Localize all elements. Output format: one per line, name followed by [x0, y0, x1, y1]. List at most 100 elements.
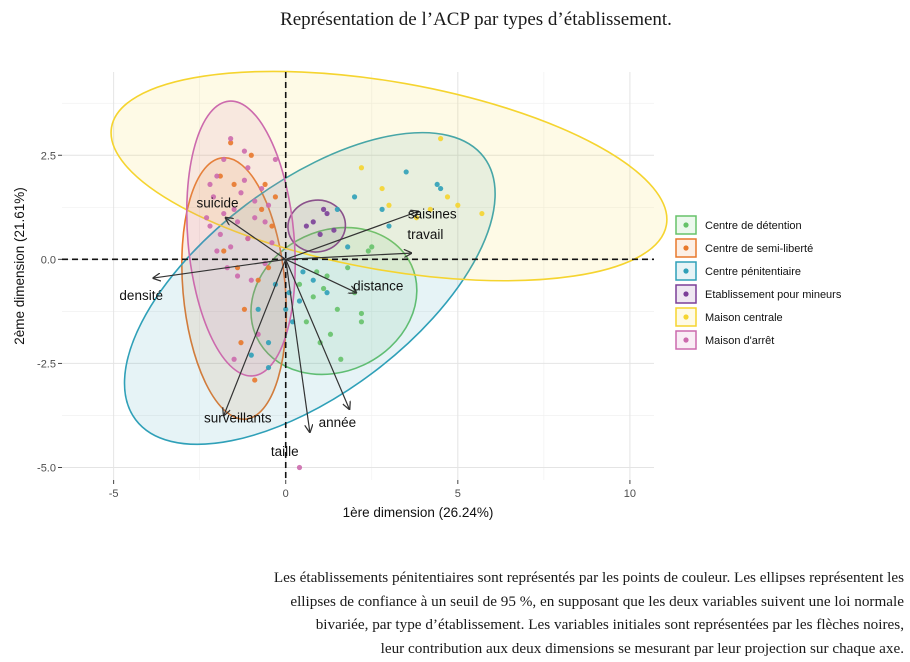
point-series-5: [231, 356, 237, 362]
arrow-label-année: année: [319, 415, 357, 430]
arrow-label-surveillants: surveillants: [204, 410, 272, 425]
point-series-2: [255, 306, 261, 312]
legend-label-1: Centre de semi-liberté: [705, 243, 813, 255]
y-axis-label: 2ème dimension (21.61%): [12, 187, 27, 345]
point-series-5: [265, 202, 272, 208]
arrow-label-distance: distance: [353, 279, 403, 294]
point-series-0: [358, 310, 365, 317]
point-series-5: [231, 206, 237, 212]
point-series-5: [238, 190, 244, 196]
pca-biplot: suicide densité saisines travail distance sur…: [12, 70, 842, 520]
legend-label-2: Centre pénitentiaire: [705, 266, 801, 278]
point-series-2: [310, 277, 316, 283]
point-series-0: [320, 285, 327, 292]
arrow-taille: [285, 259, 310, 432]
ellipse-2: [123, 131, 496, 446]
point-series-2: [296, 298, 303, 304]
variable-arrows: suicide densité saisines travail distance sur…: [119, 196, 456, 459]
point-series-1: [262, 181, 268, 188]
arrow-densité: [153, 258, 286, 278]
point-series-4: [455, 202, 461, 208]
point-series-3: [317, 231, 323, 237]
point-series-0: [365, 248, 371, 254]
point-series-3: [331, 227, 337, 233]
point-series-5: [241, 148, 248, 154]
legend-dot-3: [683, 291, 689, 297]
point-series-5: [241, 177, 248, 183]
y-tick-label: -5.0: [37, 463, 56, 475]
ellipse-3: [287, 199, 347, 253]
point-series-5: [221, 210, 227, 217]
arrow-suicide: [225, 218, 287, 260]
caption-line-2: ellipses de confiance à un seuil de 95 %…: [290, 592, 904, 610]
point-series-2: [248, 352, 254, 358]
point-series-5: [245, 235, 251, 242]
point-series-2: [265, 364, 272, 371]
point-series-5: [245, 165, 251, 171]
point-series-1: [248, 152, 254, 158]
point-series-5: [214, 248, 220, 254]
point-series-0: [358, 319, 365, 325]
legend-dot-0: [683, 222, 689, 228]
point-series-5: [203, 215, 210, 221]
caption-line-3: bivariée, par type d’établissement. Les …: [315, 616, 904, 633]
point-series-4: [444, 194, 451, 200]
point-series-0: [334, 306, 340, 312]
point-series-0: [338, 356, 344, 362]
point-series-5: [252, 198, 258, 204]
legend-dot-1: [683, 245, 689, 251]
arrow-label-densité: densité: [119, 288, 163, 303]
point-series-0: [345, 265, 351, 271]
point-series-1: [265, 265, 272, 271]
arrow-année: [285, 259, 350, 409]
point-series-5: [207, 223, 213, 229]
point-series-2: [283, 306, 289, 312]
point-series-1: [259, 206, 265, 212]
arrow-surveillants: [224, 259, 287, 415]
point-series-2: [300, 269, 306, 275]
axes: -5 0 5 10 -5.0 -2.5 0.0 2.5 1ère dimension (26.2…: [12, 150, 636, 520]
point-series-1: [221, 248, 227, 254]
arrow-label-saisines: saisines: [408, 206, 457, 221]
legend: Centre de détention Centre de semi-libert…: [675, 215, 842, 350]
point-series-1: [228, 140, 234, 146]
point-series-2: [345, 244, 351, 250]
point-series-0: [324, 273, 330, 279]
point-series-5: [221, 156, 227, 163]
point-series-2: [403, 169, 409, 175]
point-series-5: [217, 231, 223, 237]
point-series-3: [324, 210, 330, 217]
legend-dot-4: [683, 314, 689, 320]
point-series-5: [228, 136, 234, 142]
legend-label-4: Maison centrale: [705, 312, 783, 324]
point-series-2: [265, 340, 272, 346]
point-series-0: [303, 319, 309, 325]
figure-caption: Les établissements pénitentiaires sont r…: [120, 566, 904, 660]
point-series-0: [327, 331, 334, 337]
point-series-5: [252, 215, 258, 221]
point-series-4: [386, 202, 392, 208]
caption-line-4: leur contribution aux deux dimensions se…: [380, 639, 904, 657]
point-series-2: [351, 194, 358, 200]
x-tick-label: 10: [624, 488, 636, 500]
point-series-5: [269, 240, 275, 246]
point-series-1: [241, 306, 248, 312]
legend-label-5: Maison d'arrêt: [705, 335, 774, 347]
point-series-4: [438, 136, 444, 142]
point-series-5: [272, 156, 278, 163]
caption-line-1: Les établissements pénitentiaires sont r…: [273, 569, 904, 586]
arrow-label-suicide: suicide: [196, 196, 238, 211]
point-series-1: [252, 377, 258, 383]
legend-dot-5: [683, 337, 689, 343]
point-series-5: [234, 273, 241, 279]
ellipse-4: [110, 70, 668, 282]
confidence-ellipses: [110, 70, 668, 446]
point-series-3: [310, 219, 316, 225]
point-series-5: [228, 244, 234, 250]
point-series-5: [296, 464, 303, 471]
x-axis-label: 1ère dimension (26.24%): [343, 505, 494, 520]
point-series-0: [310, 294, 316, 300]
point-series-3: [303, 223, 309, 229]
arrow-travail: [285, 253, 412, 260]
arrow-distance: [285, 258, 357, 292]
